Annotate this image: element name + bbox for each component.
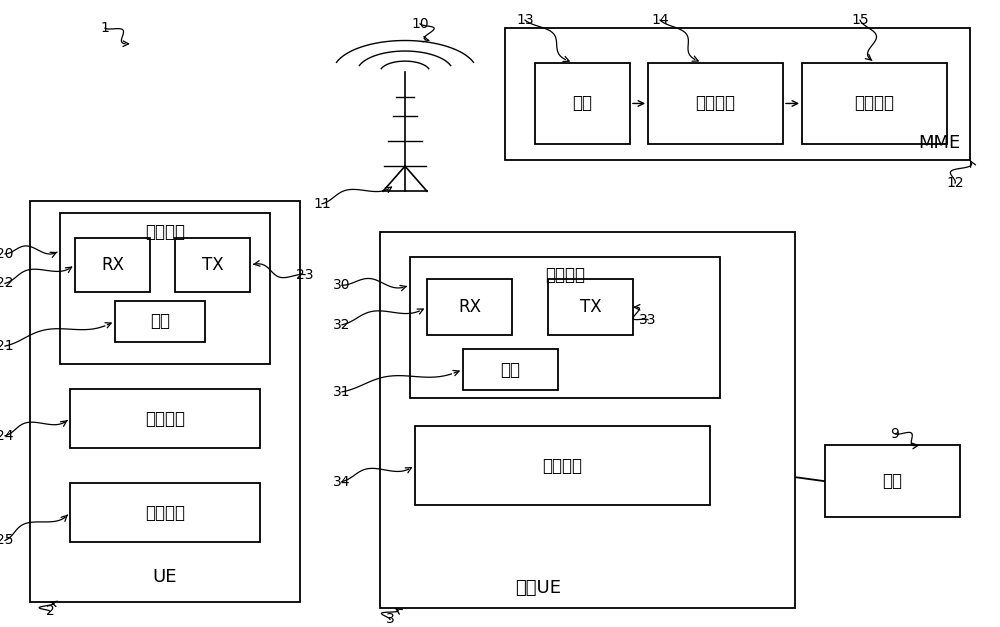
Text: TX: TX (202, 256, 223, 274)
Text: 电网: 电网 (883, 472, 902, 490)
Text: 20: 20 (0, 247, 14, 261)
Text: 存储装置: 存储装置 (854, 95, 895, 112)
FancyBboxPatch shape (60, 213, 270, 364)
FancyBboxPatch shape (535, 63, 630, 144)
FancyBboxPatch shape (380, 232, 795, 608)
Text: 15: 15 (851, 13, 869, 27)
Text: 33: 33 (639, 313, 657, 327)
FancyBboxPatch shape (75, 238, 150, 292)
Text: 23: 23 (296, 268, 314, 282)
FancyBboxPatch shape (70, 389, 260, 448)
Text: 处理装置: 处理装置 (542, 456, 582, 475)
Text: TX: TX (580, 298, 601, 316)
FancyBboxPatch shape (825, 445, 960, 517)
FancyBboxPatch shape (410, 257, 720, 398)
Text: RX: RX (458, 298, 481, 316)
Text: 31: 31 (333, 385, 351, 399)
Text: 22: 22 (0, 277, 14, 290)
FancyBboxPatch shape (175, 238, 250, 292)
Text: 接口: 接口 (572, 95, 592, 112)
FancyBboxPatch shape (30, 201, 300, 602)
Text: 天线: 天线 (501, 361, 520, 379)
Text: 32: 32 (333, 318, 351, 332)
Text: 12: 12 (946, 176, 964, 190)
Text: 30: 30 (333, 278, 351, 292)
Text: 34: 34 (333, 475, 351, 488)
Text: 25: 25 (0, 534, 14, 547)
Text: 24: 24 (0, 429, 14, 443)
Text: 天线: 天线 (150, 312, 170, 330)
Text: 3: 3 (386, 613, 394, 626)
FancyBboxPatch shape (648, 63, 783, 144)
Text: 处理路径: 处理路径 (145, 409, 185, 428)
FancyBboxPatch shape (802, 63, 947, 144)
Text: 21: 21 (0, 339, 14, 353)
Text: 另外UE: 另外UE (515, 579, 561, 597)
FancyBboxPatch shape (505, 28, 970, 160)
FancyBboxPatch shape (427, 279, 512, 335)
Text: 2: 2 (46, 604, 54, 618)
Text: 14: 14 (651, 13, 669, 27)
Text: 9: 9 (891, 427, 899, 441)
Text: MME: MME (918, 134, 960, 152)
Text: 1: 1 (101, 21, 109, 35)
Text: 无线接口: 无线接口 (545, 266, 585, 285)
Text: 11: 11 (313, 197, 331, 211)
FancyBboxPatch shape (70, 483, 260, 542)
Text: 处理装置: 处理装置 (696, 95, 736, 112)
Text: 控制逻辑: 控制逻辑 (145, 503, 185, 522)
FancyBboxPatch shape (415, 426, 710, 505)
Text: 13: 13 (516, 13, 534, 27)
Text: 无线接口: 无线接口 (145, 223, 185, 241)
Text: RX: RX (101, 256, 124, 274)
FancyBboxPatch shape (463, 349, 558, 390)
FancyBboxPatch shape (548, 279, 633, 335)
Text: 10: 10 (411, 17, 429, 31)
Text: UE: UE (153, 568, 177, 586)
FancyBboxPatch shape (115, 301, 205, 342)
